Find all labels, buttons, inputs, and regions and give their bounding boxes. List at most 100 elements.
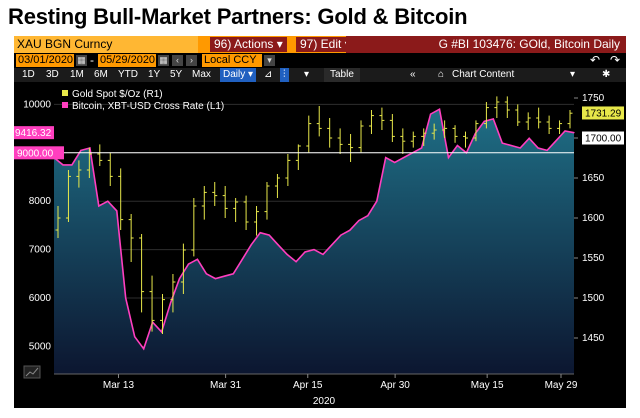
bitcoin-point xyxy=(492,118,494,120)
gold-bar xyxy=(515,104,521,126)
bitcoin-point xyxy=(286,253,288,256)
currency-field[interactable]: Local CCY xyxy=(202,54,262,67)
period-1d[interactable]: 1D xyxy=(22,69,35,80)
bitcoin-point xyxy=(403,157,405,159)
bitcoin-point xyxy=(62,164,64,166)
gold-bar xyxy=(368,110,374,134)
bitcoin-point xyxy=(223,275,225,277)
bitcoin-point xyxy=(546,149,548,151)
chart-type-dropdown-icon[interactable]: ▾ xyxy=(304,69,310,80)
line-chart-icon[interactable]: ⊿ xyxy=(264,69,273,80)
chart-plot: 5000600070008000900010000 14501500155016… xyxy=(14,82,626,408)
period-1m[interactable]: 1M xyxy=(70,69,84,80)
period-5y[interactable]: 5Y xyxy=(170,69,183,80)
ticker-field[interactable]: XAU BGN Curncy xyxy=(14,36,198,53)
gold-bar xyxy=(504,96,510,118)
terminal-panel: XAU BGN Curncy 96) Actions ▾ 97) Edit ▾ … xyxy=(14,36,626,408)
right-tick-label: 1550 xyxy=(582,253,605,264)
dropdown-icon[interactable]: ▾ xyxy=(264,55,275,66)
gold-bar xyxy=(139,234,145,313)
period-6m[interactable]: 6M xyxy=(94,69,108,80)
left-tick-label: 5000 xyxy=(29,341,52,352)
gold-bar xyxy=(306,115,312,153)
settings-dropdown-icon[interactable]: ▾ xyxy=(570,69,576,80)
right-tick-label: 1500 xyxy=(582,293,605,304)
bitcoin-point xyxy=(537,147,539,149)
bitcoin-point xyxy=(277,244,279,246)
undo-icon[interactable]: ↶ xyxy=(590,53,601,67)
bitcoin-point xyxy=(98,205,100,207)
bitcoin-point xyxy=(205,273,208,275)
x-tick-label: Mar 13 xyxy=(103,380,135,391)
actions-button[interactable]: 96) Actions ▾ xyxy=(210,37,287,52)
reference-badge: 9000.00 xyxy=(14,146,64,160)
bitcoin-point xyxy=(241,258,243,260)
bitcoin-point xyxy=(358,219,360,222)
gold-bar xyxy=(191,198,197,257)
gold-last-value: 1731.29 xyxy=(585,108,622,119)
gold-bar xyxy=(525,112,531,130)
gold-bar xyxy=(389,114,395,142)
candle-chart-icon[interactable]: ⫶ xyxy=(280,68,289,82)
bitcoin-point xyxy=(232,273,234,275)
bitcoin-point xyxy=(268,234,270,236)
right-tick-label: 1650 xyxy=(582,173,605,184)
bitcoin-point xyxy=(169,302,172,304)
gold-bar xyxy=(410,131,416,148)
gold-bar xyxy=(254,206,260,236)
period-1y[interactable]: 1Y xyxy=(148,69,161,80)
gold-bar xyxy=(76,160,82,188)
period-3d[interactable]: 3D xyxy=(46,69,59,80)
bitcoin-point xyxy=(510,144,512,147)
gold-bar xyxy=(379,107,385,130)
gold-bar xyxy=(128,214,134,262)
gold-bar xyxy=(463,131,469,148)
collapse-icon[interactable]: « xyxy=(410,69,416,80)
bitcoin-point xyxy=(259,232,261,234)
table-button[interactable]: Table xyxy=(324,68,360,82)
x-tick-label: Apr 30 xyxy=(380,380,410,391)
gold-bar xyxy=(421,128,427,146)
bitcoin-point xyxy=(456,144,459,147)
left-tick-label: 7000 xyxy=(29,245,52,256)
bitcoin-point xyxy=(573,132,575,134)
bitcoin-point xyxy=(438,108,441,110)
gold-bar xyxy=(149,275,155,332)
calendar-icon[interactable]: ▦ xyxy=(76,55,87,66)
end-date-field[interactable]: 05/29/2020 xyxy=(98,54,156,67)
bitcoin-point xyxy=(447,157,450,159)
chart-title: Resting Bull-Market Partners: Gold & Bit… xyxy=(8,4,468,29)
legend-bitcoin: Bitcoin, XBT-USD Cross Rate (L1) xyxy=(72,101,224,112)
legend-gold: Gold Spot $/Oz (R1) xyxy=(72,89,163,100)
gold-bar xyxy=(285,154,291,186)
bitcoin-point xyxy=(214,278,216,280)
gold-bar xyxy=(327,118,333,148)
chart-content-button[interactable]: Chart Content xyxy=(452,69,515,80)
bitcoin-point xyxy=(349,229,351,231)
bitcoin-point xyxy=(313,249,315,251)
bitcoin-point xyxy=(420,147,423,149)
gear-icon[interactable]: ✱ xyxy=(602,69,611,80)
bitcoin-point xyxy=(367,215,369,217)
bitcoin-point xyxy=(295,261,297,263)
start-date-field[interactable]: 03/01/2020 xyxy=(16,54,74,67)
bitcoin-point xyxy=(178,278,181,280)
bitcoin-point xyxy=(322,253,324,256)
calendar-icon[interactable]: ▦ xyxy=(158,55,169,66)
gold-bar xyxy=(452,125,458,143)
frequency-select[interactable]: Daily ▾ xyxy=(220,68,257,82)
prev-arrow-icon[interactable]: ‹ xyxy=(172,55,183,66)
period-max[interactable]: Max xyxy=(192,69,211,80)
bitcoin-point xyxy=(304,251,306,253)
zoom-icon[interactable] xyxy=(23,365,41,379)
gold-bar xyxy=(494,96,500,118)
security-info: G #BI 103476: GOld, Bitcoin Daily xyxy=(346,36,626,53)
period-ytd[interactable]: YTD xyxy=(118,69,138,80)
x-tick-label: May 15 xyxy=(471,380,504,391)
bitcoin-point xyxy=(107,200,109,202)
gold-bar xyxy=(180,243,186,294)
edit-button[interactable]: 97) Edit ▾ xyxy=(296,37,355,52)
redo-icon[interactable]: ↷ xyxy=(610,53,621,67)
bitcoin-point xyxy=(394,161,396,164)
next-arrow-icon[interactable]: › xyxy=(186,55,197,66)
